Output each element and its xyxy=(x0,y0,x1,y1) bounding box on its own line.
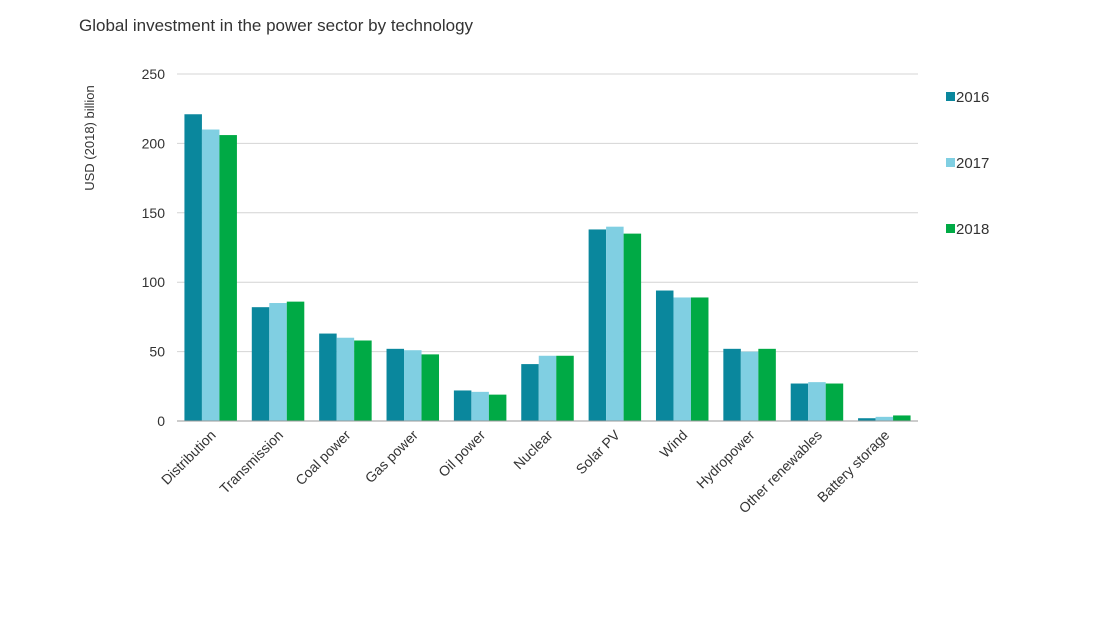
x-tick-label: Solar PV xyxy=(573,426,624,477)
y-tick-label: 150 xyxy=(142,205,166,221)
x-tick-label: Transmission xyxy=(216,427,286,497)
x-tick-label: Hydropower xyxy=(693,427,758,492)
bar-2017 xyxy=(740,351,759,421)
y-tick-label: 50 xyxy=(149,344,165,360)
legend-label: 2016 xyxy=(956,89,989,106)
bar-2017 xyxy=(269,303,287,421)
bar-2016 xyxy=(588,229,607,421)
bars xyxy=(184,114,911,421)
bar-2018 xyxy=(758,348,776,421)
bar-2018 xyxy=(556,355,574,421)
bar-2017 xyxy=(404,350,422,421)
x-tick-label: Distribution xyxy=(158,427,219,488)
x-tick-label: Coal power xyxy=(292,427,354,489)
x-tick-label: Gas power xyxy=(362,427,421,486)
legend-label: 2017 xyxy=(956,155,989,172)
y-tick-label: 100 xyxy=(142,274,166,290)
x-tick-label: Wind xyxy=(656,427,690,461)
bar-2017 xyxy=(336,337,355,421)
bar-2016 xyxy=(858,418,876,421)
chart-title: Global investment in the power sector by… xyxy=(79,16,474,35)
y-axis-ticks: 0 50 100 150 200 250 xyxy=(142,66,166,429)
bar-2017 xyxy=(201,129,220,421)
bar-2017 xyxy=(538,355,557,421)
bar-2018 xyxy=(354,340,372,421)
bar-2017 xyxy=(471,391,489,421)
bar-2018 xyxy=(623,233,642,421)
bar-2018 xyxy=(690,297,709,421)
bar-2016 xyxy=(453,390,472,421)
bar-2018 xyxy=(219,135,237,421)
bar-2016 xyxy=(521,364,539,421)
legend: 2016 2017 2018 xyxy=(946,89,989,238)
bar-2018 xyxy=(286,301,305,421)
legend-swatch xyxy=(946,92,955,101)
bar-2018 xyxy=(421,354,440,421)
bar-2016 xyxy=(386,348,405,421)
bar-2017 xyxy=(673,297,691,421)
legend-swatch xyxy=(946,158,955,167)
gridlines xyxy=(177,73,918,353)
y-tick-label: 200 xyxy=(142,135,166,151)
x-tick-label: Oil power xyxy=(435,427,488,480)
x-tick-label: Nuclear xyxy=(510,427,556,473)
bar-2017 xyxy=(808,382,826,421)
bar-2018 xyxy=(893,415,911,421)
bar-2016 xyxy=(184,114,202,421)
y-axis-label: USD (2018) billion xyxy=(82,85,97,191)
legend-label: 2018 xyxy=(956,221,989,238)
y-tick-label: 0 xyxy=(157,413,165,429)
bar-2018 xyxy=(825,383,844,421)
legend-swatch xyxy=(946,224,955,233)
bar-2016 xyxy=(319,333,337,421)
bar-2017 xyxy=(606,226,624,421)
y-tick-label: 250 xyxy=(142,66,166,82)
bar-2016 xyxy=(251,307,270,421)
x-tick-label: Battery storage xyxy=(814,427,893,506)
bar-2018 xyxy=(488,394,507,421)
bar-2016 xyxy=(723,348,741,421)
bar-2017 xyxy=(875,416,894,421)
bar-2016 xyxy=(655,290,674,421)
bar-2016 xyxy=(790,383,809,421)
